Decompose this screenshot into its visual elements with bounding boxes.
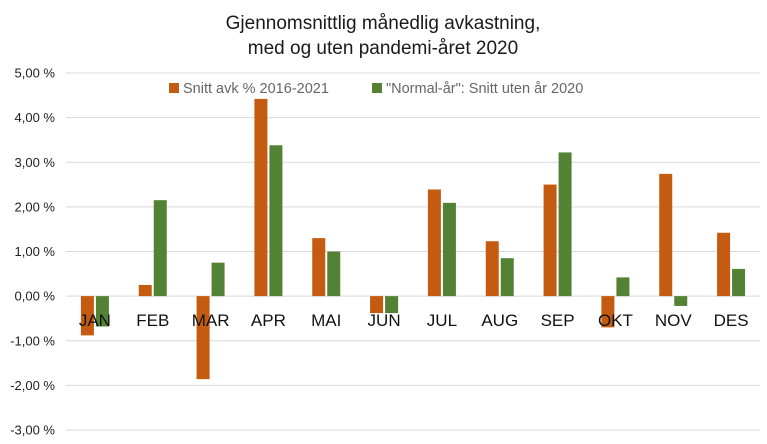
legend: Snitt avk % 2016-2021 "Normal-år": Snitt…: [169, 81, 583, 97]
bar-series-1-mai: [312, 238, 326, 297]
y-tick-label: 3,00 %: [15, 155, 56, 170]
y-tick-label: -2,00 %: [10, 378, 55, 393]
y-tick-label: -3,00 %: [10, 423, 55, 438]
bar-series-2-okt: [616, 277, 630, 297]
bar-series-1-des: [717, 232, 731, 297]
x-tick-label-aug: AUG: [481, 311, 518, 330]
x-tick-label-okt: OKT: [598, 311, 633, 330]
bar-series-1-apr: [254, 98, 268, 297]
x-tick-label-jun: JUN: [368, 311, 401, 330]
x-tick-label-jul: JUL: [427, 311, 457, 330]
bar-series-1-mar: [196, 296, 210, 380]
bar-series-1-sep: [543, 184, 557, 297]
bar-series-1-okt: [601, 296, 615, 328]
bar-series-2-aug: [500, 258, 514, 297]
y-axis-labels: 5,00 % 4,00 % 3,00 % 2,00 % 1,00 % 0,00 % -1,0…: [10, 66, 55, 438]
bar-series-1-jan: [80, 296, 94, 336]
x-tick-label-mar: MAR: [192, 311, 230, 330]
bar-series-2-jan: [95, 296, 109, 327]
x-tick-label-nov: NOV: [655, 311, 693, 330]
x-tick-label-des: DES: [714, 311, 749, 330]
chart-title-line-2: med og uten pandemi-året 2020: [248, 38, 518, 59]
gridlines: [66, 72, 760, 431]
x-tick-label-mai: MAI: [311, 311, 341, 330]
bar-series-1-jul: [427, 189, 441, 297]
chart-title-line-1: Gjennomsnittlig månedlig avkastning,: [226, 13, 541, 34]
legend-swatch-series-2: [372, 83, 382, 93]
bar-series-2-jun: [385, 296, 399, 314]
bar-series-2-sep: [558, 152, 572, 297]
legend-label-series-1: Snitt avk % 2016-2021: [183, 81, 329, 97]
y-tick-label: 2,00 %: [15, 199, 56, 214]
legend-label-series-2: "Normal-år": Snitt uten år 2020: [386, 81, 583, 97]
y-tick-label: 1,00 %: [15, 244, 56, 259]
bar-series-2-feb: [153, 200, 167, 297]
legend-swatch-series-1: [169, 83, 179, 93]
y-tick-label: 5,00 %: [15, 66, 56, 81]
bar-series-1-jun: [370, 296, 384, 314]
bar-series-2-nov: [674, 296, 688, 306]
y-tick-label: 0,00 %: [15, 289, 56, 304]
y-tick-label: 4,00 %: [15, 110, 56, 125]
bar-series-1-nov: [659, 173, 673, 297]
bar-series-2-mai: [327, 251, 341, 297]
bar-series-2-des: [732, 268, 746, 297]
x-tick-label-jan: JAN: [79, 311, 111, 330]
y-tick-label: -1,00 %: [10, 333, 55, 348]
x-tick-label-apr: APR: [251, 311, 286, 330]
bars: [80, 98, 746, 380]
x-tick-label-sep: SEP: [541, 311, 575, 330]
x-axis-labels: JAN FEB MAR APR MAI JUN JUL AUG SEP OKT NOV DES: [79, 311, 749, 330]
x-tick-label-feb: FEB: [136, 311, 169, 330]
bar-series-1-aug: [485, 241, 499, 297]
bar-series-1-feb: [138, 284, 152, 297]
bar-series-2-jul: [442, 202, 456, 297]
bar-series-2-mar: [211, 262, 225, 297]
bar-series-2-apr: [269, 145, 283, 297]
